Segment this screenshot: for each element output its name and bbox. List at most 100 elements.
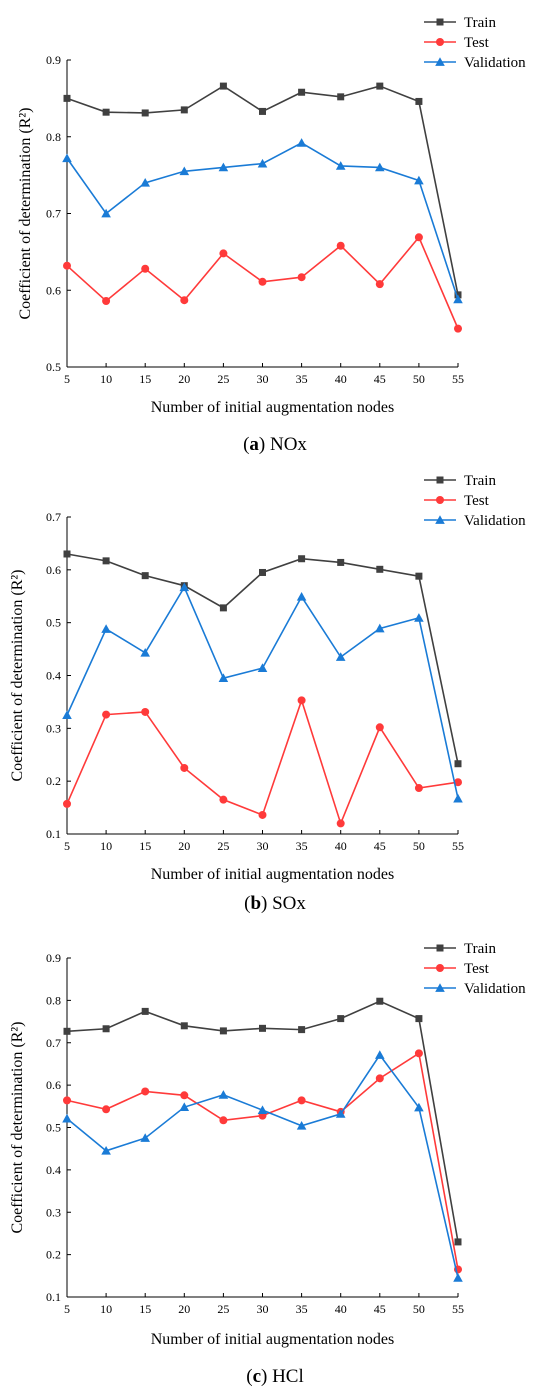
chart-svg: 0.1 0.2 0.3 0.4 0.5 0.6 0.7 5 10 15 20 25 30 35 40 45 50…	[9, 473, 526, 883]
data-point	[62, 153, 72, 163]
series-train	[63, 550, 462, 768]
y-tick-label: 0.6	[46, 283, 61, 297]
x-tick-label: 35	[296, 1302, 308, 1316]
data-point	[375, 723, 384, 732]
caption-text: NOx	[269, 434, 307, 455]
x-tick-label: 50	[413, 839, 425, 853]
data-point	[258, 810, 267, 819]
data-point	[141, 109, 149, 117]
y-tick-label: 0.9	[46, 951, 61, 965]
legend-label: Train	[464, 473, 496, 489]
data-point	[218, 1090, 229, 1099]
data-point	[219, 795, 228, 804]
y-tick-label: 0.5	[46, 360, 61, 374]
x-tick-label: 40	[335, 839, 347, 853]
legend-label: Validation	[464, 981, 526, 997]
data-point	[180, 763, 189, 772]
data-point	[337, 1015, 345, 1023]
data-point	[298, 555, 306, 563]
data-point	[140, 647, 150, 657]
x-tick-label: 25	[217, 1302, 229, 1316]
y-tick-label: 0.6	[46, 563, 61, 577]
y-tick-label: 0.1	[46, 827, 61, 841]
data-point	[375, 1050, 385, 1059]
chart-caption: (c) HCl	[246, 1366, 304, 1387]
data-point	[296, 138, 307, 147]
y-tick-label: 0.5	[46, 1121, 61, 1135]
data-point	[453, 793, 463, 803]
legend: Train Test Validation	[424, 941, 526, 997]
legend-label: Train	[464, 15, 496, 31]
data-point	[141, 1007, 149, 1015]
x-tick-label: 40	[335, 1302, 347, 1316]
data-point	[141, 264, 150, 273]
data-point	[180, 106, 188, 114]
data-point	[257, 158, 268, 168]
data-point	[259, 107, 266, 115]
x-tick-label: 35	[296, 372, 308, 386]
y-tick-label: 0.2	[46, 1248, 61, 1262]
data-point	[414, 175, 424, 185]
data-point	[102, 557, 110, 565]
data-point	[454, 778, 462, 787]
legend-swatch-marker	[435, 57, 445, 66]
data-point	[259, 568, 266, 576]
x-tick-label: 10	[100, 1302, 112, 1316]
series-line	[66, 697, 459, 826]
legend-swatch-marker	[436, 964, 444, 972]
y-tick-label: 0.8	[46, 993, 61, 1007]
legend: Train Test Validation	[424, 15, 526, 71]
data-point	[376, 565, 384, 573]
legend-swatch-marker	[436, 476, 444, 484]
x-tick-label: 20	[178, 839, 190, 853]
data-point	[337, 93, 345, 101]
caption-text: HCl	[272, 1366, 304, 1387]
data-point	[141, 707, 150, 716]
data-point	[101, 1146, 111, 1155]
data-point	[62, 1113, 72, 1123]
data-point	[258, 277, 267, 286]
data-point	[63, 550, 71, 558]
data-point	[297, 1096, 306, 1105]
data-point	[101, 208, 111, 218]
x-tick-label: 30	[257, 839, 269, 853]
data-point	[335, 1109, 346, 1118]
data-point	[257, 663, 268, 672]
y-axis-title: Coefficient of determination (R²)	[9, 570, 26, 782]
x-tick-label: 20	[178, 1302, 190, 1316]
data-point	[296, 1121, 307, 1130]
data-point	[63, 1027, 71, 1035]
data-point	[337, 558, 345, 566]
x-tick-label: 30	[257, 1302, 269, 1316]
data-point	[179, 166, 190, 176]
legend-label: Test	[464, 493, 490, 509]
y-tick-label: 0.4	[46, 1163, 61, 1177]
y-tick-label: 0.3	[46, 721, 61, 735]
data-point	[180, 296, 189, 305]
data-point	[180, 1091, 189, 1100]
data-point	[63, 799, 71, 808]
x-tick-label: 10	[100, 372, 112, 386]
data-point	[375, 623, 385, 633]
x-axis-title: Number of initial augmentation nodes	[151, 866, 395, 883]
x-tick-label: 55	[452, 1302, 464, 1316]
series-validation	[62, 138, 463, 304]
series-validation	[62, 1050, 463, 1282]
data-point	[140, 178, 150, 187]
data-point	[414, 1049, 423, 1058]
data-point	[257, 1105, 268, 1114]
x-axis-title: Number of initial augmentation nodes	[151, 1331, 395, 1348]
data-point	[63, 261, 71, 270]
data-point	[376, 82, 384, 90]
y-tick-label: 0.3	[46, 1205, 61, 1219]
data-point	[415, 572, 423, 580]
data-point	[102, 710, 111, 719]
data-point	[336, 241, 345, 250]
x-tick-label: 5	[64, 839, 70, 853]
y-tick-label: 0.2	[46, 774, 61, 788]
data-point	[219, 82, 227, 90]
data-point	[63, 1096, 71, 1105]
x-tick-label: 10	[100, 839, 112, 853]
legend-label: Test	[464, 35, 490, 51]
series-line	[66, 1000, 459, 1243]
